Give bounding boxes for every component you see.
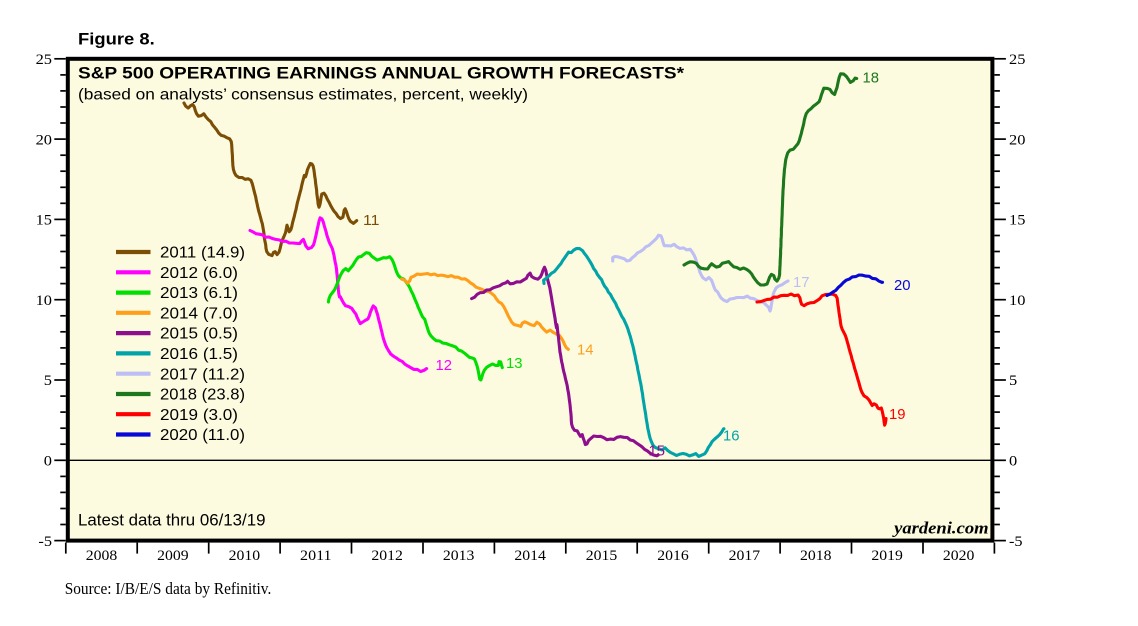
svg-text:5: 5 xyxy=(1009,373,1017,389)
svg-text:S&P 500 OPERATING EARNINGS ANN: S&P 500 OPERATING EARNINGS ANNUAL GROWTH… xyxy=(78,64,684,83)
svg-text:11: 11 xyxy=(363,212,380,229)
svg-text:2014: 2014 xyxy=(514,548,546,564)
svg-text:2011: 2011 xyxy=(300,548,332,564)
svg-text:-5: -5 xyxy=(38,534,52,550)
svg-text:12: 12 xyxy=(436,357,453,374)
svg-text:2009: 2009 xyxy=(157,548,189,564)
svg-text:Source: I/B/E/S data by Refini: Source: I/B/E/S data by Refinitiv. xyxy=(65,579,272,598)
svg-text:15: 15 xyxy=(649,443,666,460)
svg-text:2016 (1.5): 2016 (1.5) xyxy=(160,346,238,363)
svg-text:2017: 2017 xyxy=(729,548,761,564)
svg-text:25: 25 xyxy=(1009,52,1025,68)
svg-text:Figure 8.: Figure 8. xyxy=(78,31,155,49)
svg-text:20: 20 xyxy=(36,132,52,148)
svg-text:2013 (6.1): 2013 (6.1) xyxy=(160,285,238,302)
svg-text:2012: 2012 xyxy=(371,548,403,564)
svg-text:2008: 2008 xyxy=(86,548,118,564)
svg-text:-5: -5 xyxy=(1009,534,1023,550)
svg-text:2016: 2016 xyxy=(657,548,689,564)
svg-text:13: 13 xyxy=(506,355,523,372)
svg-text:2019 (3.0): 2019 (3.0) xyxy=(160,407,238,424)
svg-text:2018: 2018 xyxy=(800,548,832,564)
svg-text:15: 15 xyxy=(36,213,52,229)
svg-text:15: 15 xyxy=(1009,213,1025,229)
svg-text:2017 (11.2): 2017 (11.2) xyxy=(160,366,245,383)
svg-text:10: 10 xyxy=(36,293,52,309)
svg-text:10: 10 xyxy=(1009,293,1025,309)
svg-text:5: 5 xyxy=(44,373,52,389)
svg-text:2014 (7.0): 2014 (7.0) xyxy=(160,305,238,322)
svg-text:20: 20 xyxy=(894,277,911,294)
svg-text:0: 0 xyxy=(44,454,52,470)
svg-text:14: 14 xyxy=(577,342,594,359)
svg-text:2015: 2015 xyxy=(586,548,618,564)
svg-text:2018 (23.8): 2018 (23.8) xyxy=(160,387,245,404)
svg-text:2019: 2019 xyxy=(871,548,903,564)
svg-text:2020: 2020 xyxy=(943,548,975,564)
svg-text:2012 (6.0): 2012 (6.0) xyxy=(160,265,238,282)
svg-text:2013: 2013 xyxy=(443,548,475,564)
svg-text:2011 (14.9): 2011 (14.9) xyxy=(160,245,245,262)
svg-text:Latest data thru 06/13/19: Latest data thru 06/13/19 xyxy=(78,512,266,530)
svg-text:18: 18 xyxy=(863,70,880,87)
svg-text:(based on analysts’ consensus: (based on analysts’ consensus estimates,… xyxy=(78,87,528,104)
svg-text:0: 0 xyxy=(1009,454,1017,470)
svg-text:2010: 2010 xyxy=(229,548,261,564)
svg-text:17: 17 xyxy=(793,274,810,291)
svg-text:19: 19 xyxy=(889,406,906,423)
svg-text:2015 (0.5): 2015 (0.5) xyxy=(160,326,238,343)
svg-text:yardeni.com: yardeni.com xyxy=(892,519,989,538)
svg-text:25: 25 xyxy=(36,52,52,68)
svg-text:2020 (11.0): 2020 (11.0) xyxy=(160,427,245,444)
svg-text:16: 16 xyxy=(723,428,740,445)
svg-text:20: 20 xyxy=(1009,132,1025,148)
